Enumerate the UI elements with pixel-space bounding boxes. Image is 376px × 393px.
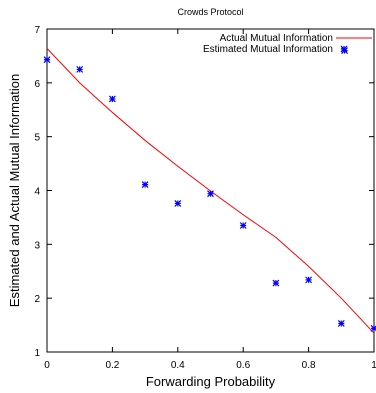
estimated-point	[174, 199, 182, 207]
estimated-point-stroke	[370, 325, 376, 332]
estimated-point	[76, 65, 84, 73]
x-tick-label: 0.2	[105, 360, 119, 371]
estimated-point	[305, 276, 313, 284]
estimated-point	[43, 56, 51, 64]
estimated-point	[207, 190, 214, 198]
estimated-point	[108, 95, 116, 103]
x-tick-label: 1	[371, 360, 376, 371]
x-tick-label: 0.8	[302, 360, 316, 371]
x-tick-label: 0.6	[236, 360, 250, 371]
x-tick-label: 0	[44, 360, 50, 371]
legend-label: Estimated Mutual Information	[203, 44, 333, 55]
estimated-point-stroke	[239, 222, 247, 229]
x-axis-label: Forwarding Probability	[146, 374, 276, 389]
estimated-point	[141, 181, 149, 189]
legend-swatch-marker-stroke	[340, 45, 348, 53]
estimated-point-stroke	[272, 279, 280, 287]
estimated-point-stroke	[207, 190, 214, 198]
legend-swatch-marker	[340, 45, 348, 53]
estimated-point-stroke	[141, 181, 149, 189]
y-tick-label: 5	[34, 133, 40, 144]
y-tick-label: 3	[34, 240, 40, 251]
estimated-point-stroke	[108, 95, 116, 103]
y-tick-label: 4	[34, 187, 40, 198]
estimated-point-stroke	[305, 276, 313, 284]
y-tick-label: 7	[34, 25, 40, 36]
y-axis-label: Estimated and Actual Mutual Information	[7, 74, 22, 307]
x-tick-label: 0.4	[171, 360, 185, 371]
estimated-point-stroke	[337, 320, 345, 327]
y-tick-label: 1	[34, 348, 40, 359]
estimated-point	[337, 320, 345, 327]
chart-title: Crowds Protocol	[177, 7, 243, 17]
plot-area: 0 0.2 0.4 0.6 0.8 1 1 2 3 4 5 6 7	[34, 25, 376, 371]
estimated-point	[239, 222, 247, 229]
legend-label: Actual Mutual Information	[220, 33, 333, 44]
y-tick-label: 2	[34, 294, 40, 305]
estimated-point-stroke	[174, 199, 182, 207]
estimated-point-stroke	[76, 65, 84, 73]
y-tick-label: 6	[34, 79, 40, 90]
estimated-point	[370, 324, 376, 332]
estimated-point	[272, 279, 280, 287]
estimated-point-stroke	[43, 56, 51, 64]
